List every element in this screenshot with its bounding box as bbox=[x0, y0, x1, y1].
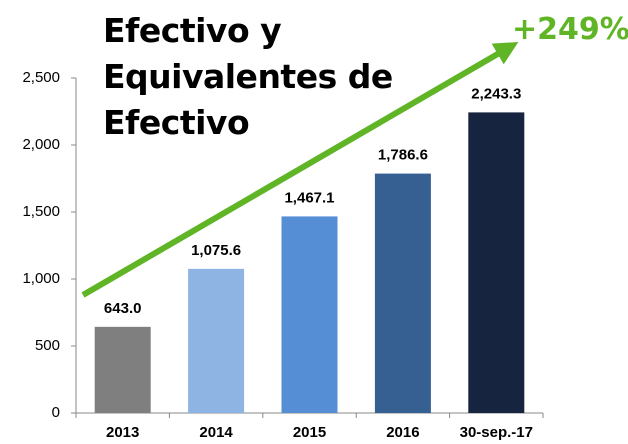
bar bbox=[374, 173, 431, 413]
bar bbox=[188, 268, 245, 413]
y-tick-label: 2,000 bbox=[22, 136, 60, 153]
x-tick-label: 2015 bbox=[293, 424, 326, 441]
bar bbox=[468, 112, 525, 413]
data-label: 643.0 bbox=[104, 300, 142, 317]
growth-arrow bbox=[81, 41, 519, 298]
y-tick-label: 0 bbox=[52, 404, 60, 421]
x-tick-label: 2013 bbox=[106, 424, 139, 441]
bar bbox=[94, 326, 151, 413]
data-label: 1,467.1 bbox=[284, 189, 334, 206]
y-tick-label: 500 bbox=[35, 337, 60, 354]
data-label: 1,786.6 bbox=[378, 147, 428, 164]
y-tick-label: 2,500 bbox=[22, 69, 60, 86]
chart-title: Efectivo y Equivalentes de Efectivo bbox=[103, 11, 393, 142]
y-tick-label: 1,000 bbox=[22, 270, 60, 287]
data-label: 1,075.6 bbox=[191, 242, 241, 259]
bar bbox=[281, 216, 338, 413]
data-label: 2,243.3 bbox=[471, 85, 521, 102]
x-tick-label: 2016 bbox=[386, 424, 419, 441]
x-tick-label: 30-sep.-17 bbox=[460, 424, 533, 441]
y-tick-label: 1,500 bbox=[22, 203, 60, 220]
annotation: +249% bbox=[512, 12, 628, 47]
x-tick-label: 2014 bbox=[199, 424, 233, 441]
